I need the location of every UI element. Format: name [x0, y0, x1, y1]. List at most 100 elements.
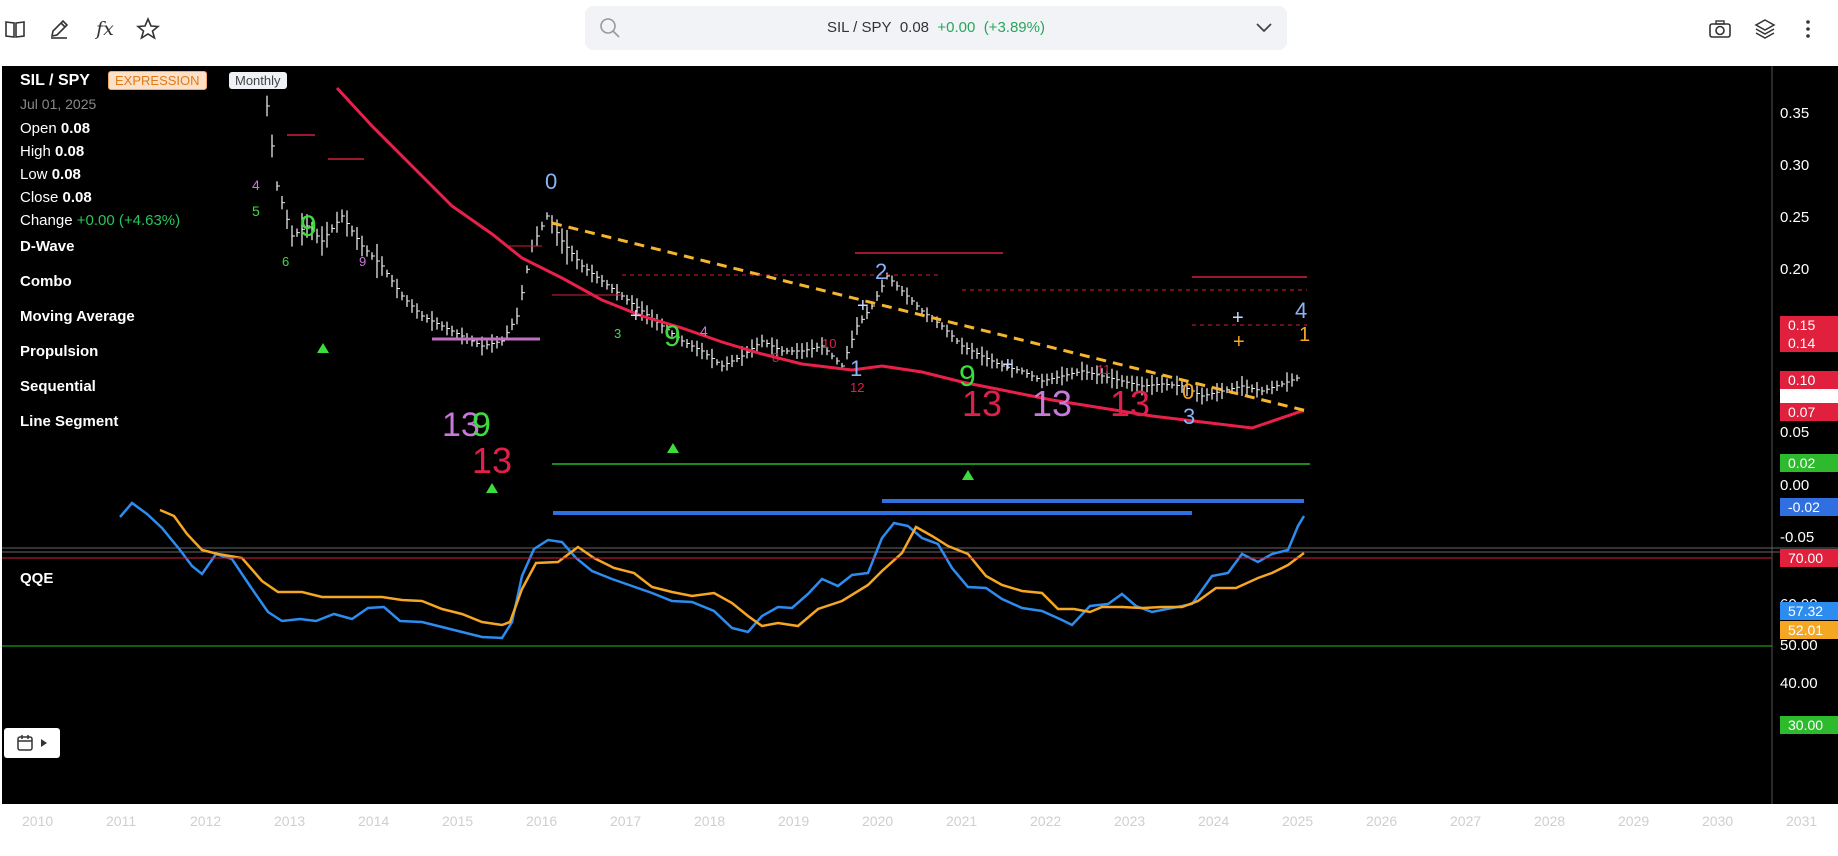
price-tag: 0.15: [1780, 316, 1838, 334]
symbol-search-bar[interactable]: SIL / SPY 0.08 +0.00 (+3.89%): [585, 6, 1287, 50]
indicator-dwave[interactable]: D-Wave: [20, 238, 75, 255]
change-label: Change: [20, 212, 73, 229]
indicator-line-segment[interactable]: Line Segment: [20, 413, 119, 430]
open-value: 0.08: [60, 120, 91, 137]
qqe-slow-line: [159, 508, 1305, 628]
x-axis-month: JAN: [1434, 839, 1465, 856]
svg-text:12: 12: [850, 380, 864, 395]
svg-text:1: 1: [850, 356, 862, 381]
ohlc-bars: [266, 95, 1300, 405]
chevron-down-icon[interactable]: [1255, 20, 1273, 39]
top-toolbar: fx SIL / SPY 0.08 +0.00 (+3.89%): [0, 0, 1838, 66]
price-axis-label: 0.20: [1780, 261, 1810, 278]
close-value: 0.08: [62, 189, 92, 206]
svg-text:9: 9: [300, 210, 317, 243]
legend-open: Open 0.08: [20, 120, 90, 137]
price-axis-label: 0.25: [1780, 209, 1810, 226]
price-tag-current: [1780, 389, 1838, 403]
qqe-tag: 30.00: [1780, 716, 1838, 734]
symbol-change-pct: (+3.89%): [983, 19, 1045, 36]
x-axis-month: JAN: [762, 839, 793, 856]
x-axis-year: 2011: [106, 813, 137, 829]
qqe-axis-label: 40.00: [1780, 675, 1818, 692]
qqe-tag: 52.01: [1780, 621, 1838, 639]
camera-icon[interactable]: [1705, 14, 1735, 44]
trendline-resistance: [551, 221, 1308, 413]
legend-symbol: SIL / SPY: [20, 72, 90, 89]
price-axis-label: 0.05: [1780, 424, 1810, 441]
price-tag: 0.02: [1780, 454, 1838, 472]
indicator-moving-average[interactable]: Moving Average: [20, 308, 135, 325]
more-vertical-icon[interactable]: [1793, 14, 1823, 44]
qqe-tag: 57.32: [1780, 602, 1838, 620]
qqe-tag: 70.00: [1780, 549, 1838, 567]
x-axis-year: 2028: [1534, 813, 1566, 829]
svg-text:13: 13: [442, 406, 480, 444]
x-axis-month: JAN: [510, 839, 541, 856]
svg-text:+: +: [1233, 331, 1245, 353]
x-axis-year: 2023: [1114, 813, 1146, 829]
svg-text:0: 0: [1182, 379, 1194, 404]
svg-text:3: 3: [614, 326, 621, 341]
svg-text:1: 1: [1299, 324, 1310, 346]
pencil-icon[interactable]: [44, 14, 74, 44]
svg-text:10: 10: [822, 336, 836, 351]
legend-date: Jul 01, 2025: [20, 96, 97, 112]
indicator-combo[interactable]: Combo: [20, 273, 72, 290]
low-value: 0.08: [51, 166, 81, 183]
indicator-qqe[interactable]: QQE: [20, 570, 54, 587]
svg-text:9: 9: [664, 320, 681, 353]
expression-badge[interactable]: EXPRESSION: [108, 71, 207, 90]
x-axis-month: JAN: [1098, 839, 1129, 856]
x-axis-month: JAN: [258, 839, 289, 856]
x-axis-month: JAN: [930, 839, 961, 856]
x-axis-year: 2017: [610, 813, 642, 829]
svg-text:13: 13: [962, 383, 1002, 424]
x-axis-month: JAN: [1518, 839, 1549, 856]
svg-text:11: 11: [1097, 362, 1111, 377]
x-axis-month: JAN: [174, 839, 205, 856]
symbol-name: SIL / SPY: [827, 19, 892, 36]
high-label: High: [20, 143, 51, 160]
open-label: Open: [20, 120, 57, 137]
indicator-sequential[interactable]: Sequential: [20, 378, 96, 395]
sequential-counts: 9 13 9 13 9 9 13 13 13 0 2 1 0 3 4 1 + +…: [252, 169, 1310, 481]
x-axis-year: 2031: [1786, 813, 1818, 829]
x-axis-year: 2025: [1282, 813, 1314, 829]
legend-close: Close 0.08: [20, 189, 92, 206]
calendar-icon: [17, 735, 33, 751]
svg-text:9: 9: [359, 254, 366, 269]
function-icon[interactable]: fx: [96, 18, 114, 40]
play-arrow-icon: [41, 739, 47, 747]
x-axis-year: 2012: [190, 813, 222, 829]
x-axis-month: JAN: [1350, 839, 1381, 856]
price-tag: 0.10: [1780, 371, 1838, 389]
svg-text:8: 8: [772, 350, 779, 365]
svg-text:+: +: [630, 305, 642, 327]
x-axis-year: 2024: [1198, 813, 1230, 829]
x-axis-year: 2015: [442, 813, 474, 829]
book-icon[interactable]: [0, 14, 30, 44]
close-label: Close: [20, 189, 59, 206]
price-chart-canvas[interactable]: 9 13 9 13 9 9 13 13 13 0 2 1 0 3 4 1 + +…: [2, 66, 1838, 804]
price-tag: -0.02: [1780, 498, 1838, 516]
star-icon[interactable]: [133, 14, 163, 44]
svg-text:9: 9: [959, 360, 976, 393]
svg-text:4: 4: [700, 323, 708, 339]
interval-badge[interactable]: Monthly: [229, 72, 287, 89]
x-axis-year: 2010: [22, 813, 54, 829]
date-range-button[interactable]: [4, 728, 60, 758]
low-label: Low: [20, 166, 48, 183]
x-axis-year: 2030: [1702, 813, 1734, 829]
svg-text:13: 13: [1032, 383, 1072, 424]
x-axis-month: JAN: [1182, 839, 1213, 856]
indicator-propulsion[interactable]: Propulsion: [20, 343, 99, 360]
symbol-quote: SIL / SPY 0.08 +0.00 (+3.89%): [585, 19, 1287, 36]
x-axis-year: 2014: [358, 813, 390, 829]
price-axis-label: 0.00: [1780, 477, 1810, 494]
layers-icon[interactable]: [1750, 14, 1780, 44]
chart-panel[interactable]: 9 13 9 13 9 9 13 13 13 0 2 1 0 3 4 1 + +…: [2, 66, 1838, 856]
x-axis-year: 2026: [1366, 813, 1398, 829]
high-value: 0.08: [55, 143, 85, 160]
change-value: +0.00 (+4.63%): [76, 212, 181, 229]
